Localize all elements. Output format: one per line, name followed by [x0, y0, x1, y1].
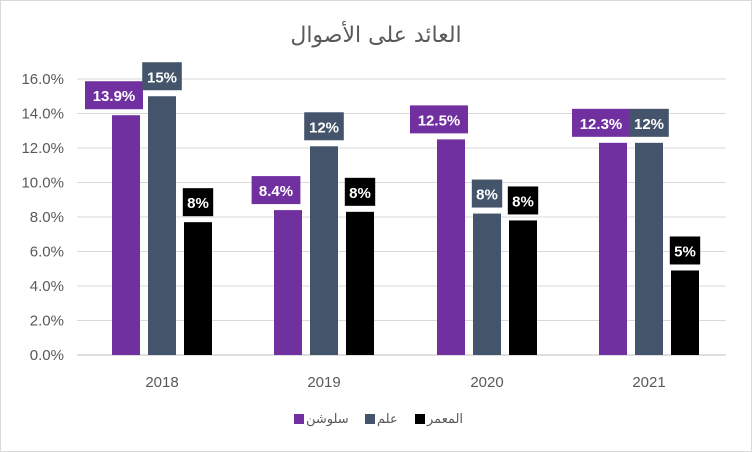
bar: [437, 139, 465, 355]
legend-swatch: [365, 414, 375, 424]
y-tick-label: 2.0%: [30, 313, 64, 330]
x-category-label: 2019: [307, 374, 340, 391]
bar: [346, 211, 374, 355]
data-label: 12.5%: [418, 112, 461, 129]
data-label-box: [142, 62, 182, 91]
legend-label: المعمر: [426, 412, 463, 427]
data-label: 8.4%: [259, 183, 293, 200]
legend: سلوشن علم المعمر: [294, 412, 463, 427]
y-tick-label: 12.0%: [21, 140, 64, 157]
data-label-box: [629, 108, 669, 137]
data-label: 12%: [634, 116, 664, 133]
x-category-label: 2021: [632, 374, 665, 391]
data-label: 15%: [147, 69, 177, 86]
data-label: 8%: [187, 195, 209, 212]
x-axis-categories: 2018 2019 2020 2021: [145, 374, 665, 391]
data-label-box: [572, 108, 630, 137]
bar: [599, 142, 627, 355]
y-tick-label: 8.0%: [30, 209, 64, 226]
data-label-box: [669, 236, 701, 265]
bar: [112, 115, 140, 355]
data-label: 8%: [512, 193, 534, 210]
x-category-label: 2020: [470, 374, 503, 391]
y-tick-label: 6.0%: [30, 244, 64, 261]
y-tick-label: 4.0%: [30, 278, 64, 295]
data-labels: 13.9% 15% 8% 8.4% 12% 8% 12.5% 8% 8% 12.3% 12% 5%: [85, 62, 701, 265]
legend-swatch: [415, 414, 425, 424]
y-tick-label: 10.0%: [21, 175, 64, 192]
data-label: 5%: [674, 243, 696, 260]
data-label: 12.3%: [580, 116, 623, 133]
data-label-box: [507, 186, 539, 215]
data-label-box: [410, 105, 468, 134]
legend-swatch: [294, 414, 304, 424]
bar: [274, 210, 302, 355]
bar: [184, 222, 212, 355]
data-label: 12%: [309, 119, 339, 136]
data-label: 8%: [476, 187, 498, 204]
data-label-box: [304, 112, 344, 141]
bar: [509, 220, 537, 355]
bar: [473, 213, 501, 355]
legend-label: سلوشن: [306, 412, 349, 427]
y-axis-ticks: 0.0% 2.0% 4.0% 6.0% 8.0% 10.0% 12.0% 14.0% 16.0%: [21, 71, 64, 364]
bar: [310, 146, 338, 355]
data-label-box: [251, 176, 301, 205]
y-tick-label: 16.0%: [21, 71, 64, 88]
y-tick-label: 14.0%: [21, 106, 64, 123]
data-label: 13.9%: [93, 88, 136, 105]
data-label-box: [182, 188, 214, 217]
bar: [671, 270, 699, 355]
data-label: 8%: [349, 185, 371, 202]
chart-title: العائد على الأصوال: [290, 21, 461, 48]
data-label-box: [471, 179, 503, 208]
data-label-box: [344, 177, 376, 206]
x-category-label: 2018: [145, 374, 178, 391]
data-label-box: [85, 81, 143, 110]
legend-label: علم: [377, 412, 398, 427]
y-tick-label: 0.0%: [30, 347, 64, 364]
bar: [148, 96, 176, 355]
bar: [635, 142, 663, 355]
bars: [112, 96, 699, 355]
